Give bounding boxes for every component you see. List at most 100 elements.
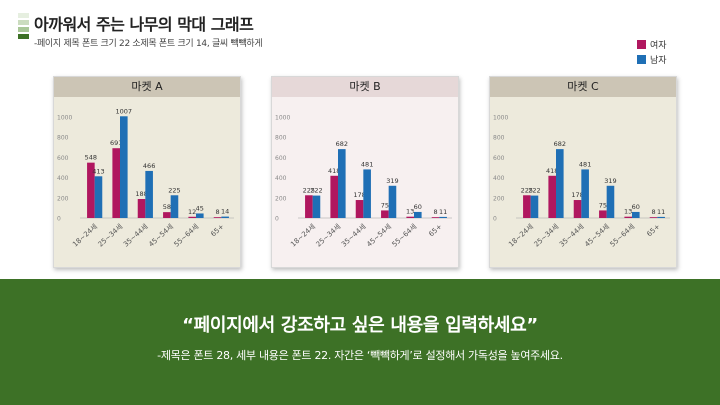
bar-male[interactable] bbox=[581, 169, 589, 218]
chart-panel-market-b[interactable]: 마켓 B 0 200 400 600 800 1000 225 222 18~24세 418 682… bbox=[271, 76, 459, 268]
bar-female[interactable] bbox=[523, 195, 531, 218]
data-label: 466 bbox=[143, 162, 155, 170]
bar-male[interactable] bbox=[439, 216, 447, 218]
bar-female[interactable] bbox=[355, 200, 364, 218]
bar-female[interactable] bbox=[649, 217, 658, 218]
chart-title: 마켓 B bbox=[272, 77, 458, 97]
data-label: 188 bbox=[135, 190, 147, 198]
bar-male[interactable] bbox=[530, 195, 539, 218]
y-tick-label: 400 bbox=[57, 175, 69, 182]
data-label: 682 bbox=[554, 140, 566, 148]
legend-label-female: 여자 bbox=[650, 41, 667, 51]
bar-male[interactable] bbox=[606, 185, 615, 218]
bar-female[interactable] bbox=[188, 216, 196, 218]
y-tick-label: 800 bbox=[57, 135, 69, 142]
title-accent-mark bbox=[18, 27, 29, 32]
chart-panel-market-c[interactable]: 마켓 C 0 200 400 600 800 1000 225 222 18~24세 418 682… bbox=[489, 76, 677, 268]
data-label: 225 bbox=[303, 186, 315, 194]
bar-female[interactable] bbox=[213, 217, 222, 218]
title-accent-mark bbox=[18, 34, 29, 39]
slide-subtitle[interactable]: -페이지 제목 폰트 크기 22 소제목 폰트 크기 14, 글씨 빽빽하게 bbox=[34, 39, 263, 49]
emphasis-quote[interactable]: “페이지에서 강조하고 싶은 내용을 입력하세요” bbox=[182, 315, 538, 336]
legend-label-male: 남자 bbox=[650, 56, 667, 66]
data-label: 11 bbox=[657, 208, 665, 216]
bar-female[interactable] bbox=[548, 175, 556, 218]
emphasis-banner: “페이지에서 강조하고 싶은 내용을 입력하세요” -제목은 폰트 28, 세부… bbox=[0, 279, 720, 405]
bar-female[interactable] bbox=[599, 210, 607, 218]
bar-female[interactable] bbox=[406, 216, 414, 218]
bar-chart: 0200400600800100022522218~24세41868225~34… bbox=[272, 97, 458, 267]
y-tick-label: 0 bbox=[275, 216, 279, 223]
y-tick-label: 200 bbox=[493, 195, 505, 202]
data-label: 75 bbox=[599, 201, 607, 209]
bar-male[interactable] bbox=[657, 216, 665, 218]
y-tick-label: 400 bbox=[493, 175, 505, 182]
data-label: 418 bbox=[328, 167, 340, 175]
bar-male[interactable] bbox=[363, 169, 371, 218]
bar-male[interactable] bbox=[338, 149, 346, 218]
data-label: 13 bbox=[624, 208, 632, 216]
title-accent-mark bbox=[18, 13, 29, 18]
data-label: 225 bbox=[168, 186, 180, 194]
bar-male[interactable] bbox=[632, 211, 640, 218]
bar-female[interactable] bbox=[431, 217, 440, 218]
data-label: 682 bbox=[336, 140, 348, 148]
data-label: 12 bbox=[188, 208, 196, 216]
bar-female[interactable] bbox=[163, 212, 171, 218]
bar-female[interactable] bbox=[624, 216, 632, 218]
data-label: 178 bbox=[353, 191, 365, 199]
data-label: 222 bbox=[310, 187, 322, 195]
data-label: 481 bbox=[579, 160, 591, 168]
y-tick-label: 400 bbox=[275, 175, 287, 182]
y-tick-label: 1000 bbox=[275, 115, 290, 122]
legend-swatch-male bbox=[637, 55, 646, 64]
bar-female[interactable] bbox=[381, 210, 389, 218]
data-label: 222 bbox=[528, 187, 540, 195]
data-label: 13 bbox=[406, 208, 414, 216]
legend-item-male: 남자 bbox=[637, 52, 667, 67]
data-label: 548 bbox=[85, 154, 97, 162]
data-label: 481 bbox=[361, 160, 373, 168]
bar-female[interactable] bbox=[573, 200, 582, 218]
data-label: 60 bbox=[414, 203, 422, 211]
y-tick-label: 0 bbox=[57, 216, 61, 223]
y-tick-label: 600 bbox=[275, 155, 287, 162]
bar-female[interactable] bbox=[137, 199, 146, 218]
y-tick-label: 1000 bbox=[57, 115, 72, 122]
bar-male[interactable] bbox=[388, 185, 397, 218]
data-label: 418 bbox=[546, 167, 558, 175]
chart-title: 마켓 C bbox=[490, 77, 676, 97]
data-label: 45 bbox=[196, 204, 204, 212]
bar-male[interactable] bbox=[145, 170, 153, 218]
chart-legend: 여자 남자 bbox=[637, 37, 667, 67]
legend-item-female: 여자 bbox=[637, 37, 667, 52]
data-label: 14 bbox=[221, 208, 229, 216]
bar-female[interactable] bbox=[305, 195, 313, 218]
bar-female[interactable] bbox=[112, 148, 120, 218]
data-label: 11 bbox=[439, 208, 447, 216]
emphasis-note[interactable]: -제목은 폰트 28, 세부 내용은 폰트 22. 자간은 ‘빽빽하게’로 설정… bbox=[157, 349, 563, 362]
data-label: 319 bbox=[604, 177, 616, 185]
bar-female[interactable] bbox=[330, 175, 338, 218]
bar-male[interactable] bbox=[414, 211, 422, 218]
y-tick-label: 200 bbox=[275, 195, 287, 202]
chart-panel-market-a[interactable]: 마켓 A 0 200 400 600 800 1000 548 413 18~24세 691 100… bbox=[53, 76, 241, 268]
data-label: 60 bbox=[632, 203, 640, 211]
bar-chart: 0200400600800100054841318~24세691100725~3… bbox=[54, 97, 240, 267]
legend-swatch-female bbox=[637, 40, 646, 49]
bar-male[interactable] bbox=[120, 116, 128, 218]
bar-male[interactable] bbox=[170, 195, 179, 218]
bar-male[interactable] bbox=[556, 149, 564, 218]
title-accent-marks bbox=[18, 13, 29, 41]
data-label: 8 bbox=[651, 208, 655, 216]
bar-male[interactable] bbox=[196, 213, 204, 218]
slide-title[interactable]: 아까워서 주는 나무의 막대 그래프 bbox=[34, 15, 254, 34]
bar-male[interactable] bbox=[221, 216, 229, 218]
bar-male[interactable] bbox=[94, 176, 103, 218]
bar-male[interactable] bbox=[312, 195, 321, 218]
y-tick-label: 0 bbox=[493, 216, 497, 223]
y-tick-label: 800 bbox=[275, 135, 287, 142]
data-label: 1007 bbox=[116, 107, 133, 115]
title-accent-mark bbox=[18, 20, 29, 25]
bar-female[interactable] bbox=[87, 162, 95, 218]
